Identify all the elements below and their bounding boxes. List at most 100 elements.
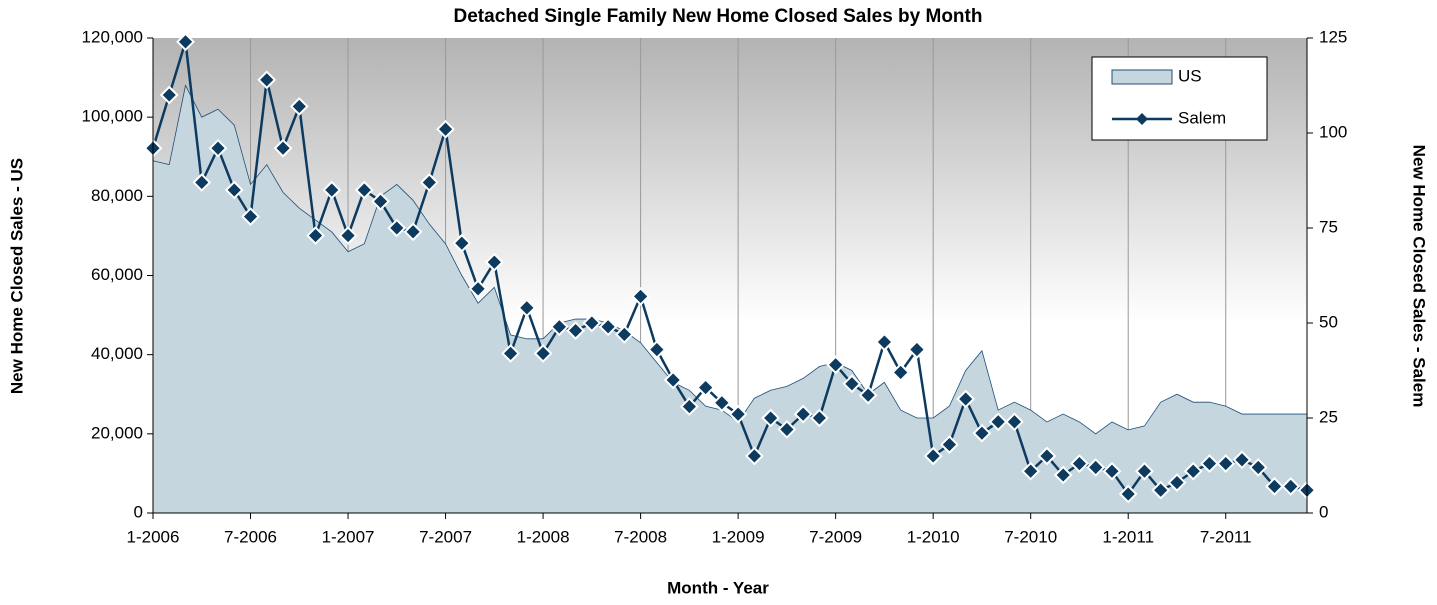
marker bbox=[1216, 454, 1236, 474]
y-tick-label: 20,000 bbox=[91, 423, 143, 442]
marker bbox=[436, 119, 455, 139]
marker bbox=[1167, 473, 1187, 493]
x-tick-label: 1-2007 bbox=[322, 527, 375, 546]
legend-label: Salem bbox=[1178, 108, 1226, 127]
legend-box bbox=[1091, 56, 1268, 141]
marker bbox=[842, 374, 862, 394]
y-tick-label: 120,000 bbox=[82, 27, 143, 46]
marker bbox=[517, 298, 537, 318]
marker bbox=[257, 70, 277, 90]
y2-tick-label: 25 bbox=[1319, 407, 1338, 426]
legend-swatch bbox=[1111, 69, 1173, 85]
x-tick-label: 1-2011 bbox=[1102, 527, 1154, 546]
marker bbox=[663, 370, 683, 390]
marker bbox=[793, 404, 813, 424]
marker bbox=[972, 423, 992, 443]
marker bbox=[1232, 450, 1252, 470]
marker bbox=[728, 404, 748, 424]
marker bbox=[826, 355, 846, 375]
marker bbox=[1005, 412, 1024, 432]
marker bbox=[679, 397, 699, 417]
legend-label: US bbox=[1178, 66, 1202, 85]
marker bbox=[354, 180, 374, 200]
marker bbox=[858, 385, 878, 405]
x-axis-label: Month - Year bbox=[667, 578, 769, 597]
marker bbox=[614, 324, 634, 344]
y2-tick-label: 75 bbox=[1319, 217, 1338, 236]
marker bbox=[923, 446, 943, 466]
marker bbox=[1183, 461, 1203, 481]
marker bbox=[956, 389, 976, 409]
marker bbox=[566, 321, 586, 341]
x-tick-label: 7-2007 bbox=[419, 527, 472, 546]
marker bbox=[940, 435, 959, 455]
marker bbox=[387, 218, 407, 238]
y-axis-label: New Home Closed Sales - US bbox=[7, 158, 26, 394]
marker bbox=[419, 172, 439, 192]
marker bbox=[777, 419, 797, 439]
marker bbox=[631, 286, 651, 306]
marker bbox=[484, 252, 504, 272]
y2-tick-label: 0 bbox=[1319, 502, 1328, 521]
x-tick-label: 1-2010 bbox=[907, 527, 960, 546]
marker bbox=[1151, 480, 1171, 500]
marker bbox=[273, 138, 293, 158]
marker bbox=[533, 343, 553, 363]
marker bbox=[452, 233, 472, 253]
marker bbox=[809, 408, 829, 428]
marker bbox=[582, 313, 602, 333]
marker bbox=[1248, 457, 1268, 477]
marker bbox=[1053, 465, 1073, 485]
marker bbox=[1070, 454, 1089, 474]
marker bbox=[891, 362, 911, 382]
legend-marker bbox=[1136, 113, 1148, 125]
marker bbox=[192, 172, 212, 192]
marker bbox=[1021, 461, 1041, 481]
x-tick-label: 1-2006 bbox=[127, 527, 180, 546]
marker bbox=[1135, 461, 1154, 481]
marker bbox=[468, 279, 488, 299]
x-tick-label: 7-2010 bbox=[1004, 527, 1057, 546]
marker bbox=[403, 222, 423, 242]
y-tick-label: 80,000 bbox=[91, 186, 143, 205]
x-tick-label: 7-2011 bbox=[1200, 527, 1252, 546]
marker bbox=[322, 180, 342, 200]
marker bbox=[988, 412, 1008, 432]
marker bbox=[1200, 454, 1219, 474]
marker bbox=[1265, 476, 1284, 496]
marker bbox=[1118, 484, 1138, 504]
y-tick-label: 100,000 bbox=[82, 107, 143, 126]
marker bbox=[1281, 476, 1301, 496]
marker bbox=[241, 207, 260, 227]
x-tick-label: 1-2008 bbox=[517, 527, 570, 546]
marker bbox=[696, 378, 716, 398]
y2-tick-label: 50 bbox=[1319, 312, 1338, 331]
marker bbox=[208, 138, 228, 158]
chart-title: Detached Single Family New Home Closed S… bbox=[454, 6, 983, 27]
marker bbox=[501, 343, 520, 363]
y2-tick-label: 125 bbox=[1319, 27, 1347, 46]
marker bbox=[176, 32, 195, 52]
y2-axis-label: New Home Closed Sales - Salem bbox=[1410, 145, 1429, 408]
marker bbox=[761, 408, 781, 428]
marker bbox=[338, 226, 358, 246]
marker bbox=[224, 180, 244, 200]
x-tick-label: 7-2006 bbox=[224, 527, 277, 546]
marker bbox=[306, 226, 325, 246]
marker bbox=[1102, 461, 1122, 481]
y2-tick-label: 100 bbox=[1319, 122, 1347, 141]
marker bbox=[907, 340, 927, 360]
marker bbox=[598, 317, 618, 337]
x-tick-label: 1-2009 bbox=[712, 527, 765, 546]
marker bbox=[549, 317, 569, 337]
x-tick-label: 7-2009 bbox=[809, 527, 862, 546]
marker bbox=[874, 332, 894, 352]
y-tick-label: 0 bbox=[134, 502, 143, 521]
marker bbox=[1037, 446, 1057, 466]
y-tick-label: 60,000 bbox=[91, 265, 143, 284]
y-tick-label: 40,000 bbox=[91, 344, 143, 363]
marker bbox=[371, 191, 390, 211]
marker bbox=[712, 393, 732, 413]
marker bbox=[744, 446, 764, 466]
